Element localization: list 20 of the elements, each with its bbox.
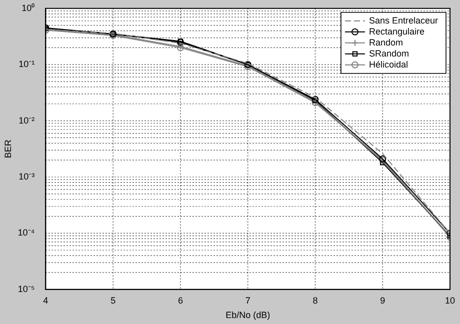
x-tick-label: 9 (380, 295, 386, 306)
legend-label: Hélicoidal (368, 59, 408, 70)
x-tick-label: 5 (110, 295, 116, 306)
legend-label: Rectangulaire (368, 26, 425, 36)
y-axis-title: BER (2, 139, 13, 158)
x-axis-title: Eb/No (dB) (226, 310, 270, 320)
y-tick-label: 10⁻¹ (18, 59, 35, 70)
legend-label: SRandom (368, 48, 409, 58)
y-tick-label: 10⁰ (22, 2, 35, 13)
legend-label: Random (368, 37, 403, 48)
x-tick-label: 10 (444, 295, 456, 306)
y-tick-label: 10⁻⁵ (18, 284, 35, 294)
x-tick-label: 8 (312, 295, 318, 306)
legend-label: Sans Entrelaceur (368, 15, 438, 26)
x-tick-label: 4 (43, 295, 48, 306)
x-tick-label: 6 (178, 295, 183, 306)
x-tick-label: 7 (245, 295, 250, 306)
y-tick-label: 10⁻² (18, 115, 35, 126)
y-tick-label: 10⁻³ (18, 171, 35, 182)
y-tick-label: 10⁻⁴ (18, 228, 35, 238)
